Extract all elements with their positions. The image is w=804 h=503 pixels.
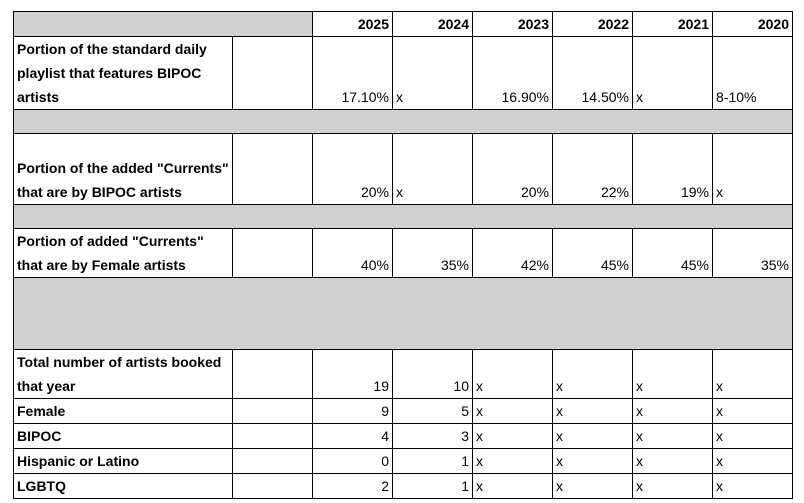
- value-cell-2025[interactable]: 17.10%: [312, 36, 393, 110]
- header-row: 2025 2024 2023 2022 2021 2020: [13, 11, 793, 37]
- empty-cell[interactable]: [232, 423, 313, 449]
- value-cell-2020[interactable]: x: [712, 473, 793, 499]
- value-cell-2022[interactable]: 45%: [552, 228, 633, 278]
- empty-cell[interactable]: [232, 36, 313, 110]
- value-cell-2021[interactable]: 19%: [632, 133, 713, 205]
- row-label[interactable]: Female: [13, 398, 233, 424]
- value-cell-2025[interactable]: 4: [312, 423, 393, 449]
- value-cell-2025[interactable]: 2: [312, 473, 393, 499]
- value-cell-2021[interactable]: x: [632, 398, 713, 424]
- separator-cell[interactable]: [13, 204, 793, 229]
- value-cell-2021[interactable]: x: [632, 36, 713, 110]
- value-cell-2021[interactable]: x: [632, 349, 713, 399]
- table-row: Female 9 5 x x x x: [13, 398, 793, 424]
- year-header-2020[interactable]: 2020: [712, 11, 793, 37]
- row-label[interactable]: BIPOC: [13, 423, 233, 449]
- value-cell-2022[interactable]: 22%: [552, 133, 633, 205]
- year-header-2021[interactable]: 2021: [632, 11, 713, 37]
- value-cell-2025[interactable]: 19: [312, 349, 393, 399]
- year-header-2025[interactable]: 2025: [312, 11, 393, 37]
- value-cell-2020[interactable]: x: [712, 133, 793, 205]
- value-cell-2022[interactable]: x: [552, 473, 633, 499]
- table-row: Portion of the added "Currents" that are…: [13, 133, 793, 205]
- table-row: Portion of the standard daily playlist t…: [13, 36, 793, 110]
- row-label[interactable]: Portion of the standard daily playlist t…: [13, 36, 233, 110]
- separator-row: [13, 204, 793, 229]
- value-cell-2024[interactable]: 5: [392, 398, 473, 424]
- table-row: Hispanic or Latino 0 1 x x x x: [13, 448, 793, 474]
- value-cell-2024[interactable]: 1: [392, 473, 473, 499]
- value-cell-2023[interactable]: x: [472, 349, 553, 399]
- table-row: Portion of added "Currents" that are by …: [13, 228, 793, 278]
- table-row: LGBTQ 2 1 x x x x: [13, 473, 793, 499]
- value-cell-2024[interactable]: 35%: [392, 228, 473, 278]
- value-cell-2022[interactable]: x: [552, 448, 633, 474]
- value-cell-2025[interactable]: 0: [312, 448, 393, 474]
- value-cell-2023[interactable]: 20%: [472, 133, 553, 205]
- row-label[interactable]: Hispanic or Latino: [13, 448, 233, 474]
- value-cell-2021[interactable]: x: [632, 423, 713, 449]
- table-row: Total number of artists booked that year…: [13, 349, 793, 399]
- empty-cell[interactable]: [232, 398, 313, 424]
- row-label[interactable]: LGBTQ: [13, 473, 233, 499]
- value-cell-2025[interactable]: 9: [312, 398, 393, 424]
- value-cell-2023[interactable]: x: [472, 398, 553, 424]
- header-blank-cell[interactable]: [13, 11, 313, 37]
- year-header-2023[interactable]: 2023: [472, 11, 553, 37]
- value-cell-2021[interactable]: x: [632, 448, 713, 474]
- value-cell-2022[interactable]: 14.50%: [552, 36, 633, 110]
- table-row: BIPOC 4 3 x x x x: [13, 423, 793, 449]
- empty-cell[interactable]: [232, 349, 313, 399]
- empty-cell[interactable]: [232, 448, 313, 474]
- empty-cell[interactable]: [232, 473, 313, 499]
- row-label[interactable]: Portion of added "Currents" that are by …: [13, 228, 233, 278]
- value-cell-2023[interactable]: 16.90%: [472, 36, 553, 110]
- empty-cell[interactable]: [232, 228, 313, 278]
- value-cell-2022[interactable]: x: [552, 423, 633, 449]
- value-cell-2024[interactable]: 10: [392, 349, 473, 399]
- value-cell-2023[interactable]: x: [472, 423, 553, 449]
- value-cell-2022[interactable]: x: [552, 398, 633, 424]
- value-cell-2020[interactable]: x: [712, 423, 793, 449]
- value-cell-2024[interactable]: 3: [392, 423, 473, 449]
- separator-row: [13, 277, 793, 350]
- value-cell-2023[interactable]: x: [472, 448, 553, 474]
- value-cell-2020[interactable]: x: [712, 349, 793, 399]
- separator-cell[interactable]: [13, 109, 793, 134]
- row-label[interactable]: Total number of artists booked that year: [13, 349, 233, 399]
- row-label[interactable]: Portion of the added "Currents" that are…: [13, 133, 233, 205]
- value-cell-2024[interactable]: x: [392, 36, 473, 110]
- value-cell-2023[interactable]: 42%: [472, 228, 553, 278]
- value-cell-2022[interactable]: x: [552, 349, 633, 399]
- empty-cell[interactable]: [232, 133, 313, 205]
- value-cell-2020[interactable]: x: [712, 448, 793, 474]
- value-cell-2024[interactable]: x: [392, 133, 473, 205]
- value-cell-2021[interactable]: x: [632, 473, 713, 499]
- value-cell-2025[interactable]: 40%: [312, 228, 393, 278]
- value-cell-2020[interactable]: 8-10%: [712, 36, 793, 110]
- value-cell-2020[interactable]: x: [712, 398, 793, 424]
- value-cell-2020[interactable]: 35%: [712, 228, 793, 278]
- separator-row: [13, 109, 793, 134]
- separator-cell[interactable]: [13, 277, 793, 350]
- spreadsheet-table: 2025 2024 2023 2022 2021 2020 Portion of the s…: [13, 11, 793, 499]
- value-cell-2025[interactable]: 20%: [312, 133, 393, 205]
- year-header-2024[interactable]: 2024: [392, 11, 473, 37]
- value-cell-2021[interactable]: 45%: [632, 228, 713, 278]
- value-cell-2024[interactable]: 1: [392, 448, 473, 474]
- value-cell-2023[interactable]: x: [472, 473, 553, 499]
- year-header-2022[interactable]: 2022: [552, 11, 633, 37]
